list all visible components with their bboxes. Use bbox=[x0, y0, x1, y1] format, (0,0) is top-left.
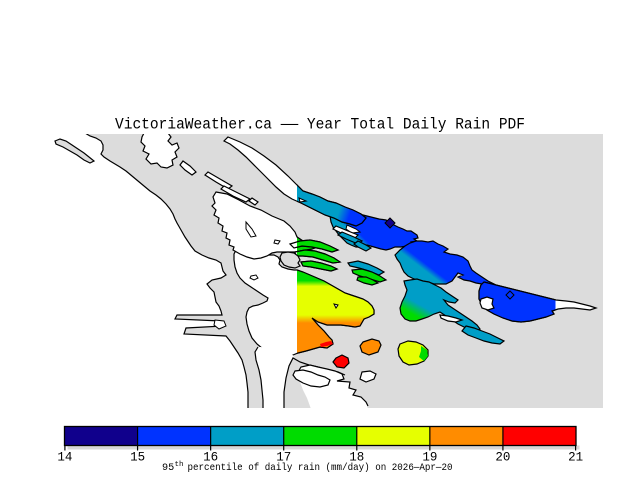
svg-text:VictoriaWeather.ca —— Year Tot: VictoriaWeather.ca —— Year Total Daily R… bbox=[115, 116, 525, 134]
svg-text:15: 15 bbox=[130, 451, 145, 465]
svg-text:14: 14 bbox=[57, 451, 72, 465]
svg-text:20: 20 bbox=[495, 451, 510, 465]
svg-text:16: 16 bbox=[203, 451, 218, 465]
svg-text:21: 21 bbox=[568, 451, 583, 465]
svg-text:percentile of daily rain (mm/d: percentile of daily rain (mm/day) on 202… bbox=[188, 462, 453, 474]
svg-text:18: 18 bbox=[349, 451, 364, 465]
svg-text:17: 17 bbox=[276, 451, 291, 465]
svg-text:th: th bbox=[175, 461, 184, 469]
svg-text:19: 19 bbox=[422, 451, 437, 465]
svg-text:95: 95 bbox=[162, 463, 174, 474]
